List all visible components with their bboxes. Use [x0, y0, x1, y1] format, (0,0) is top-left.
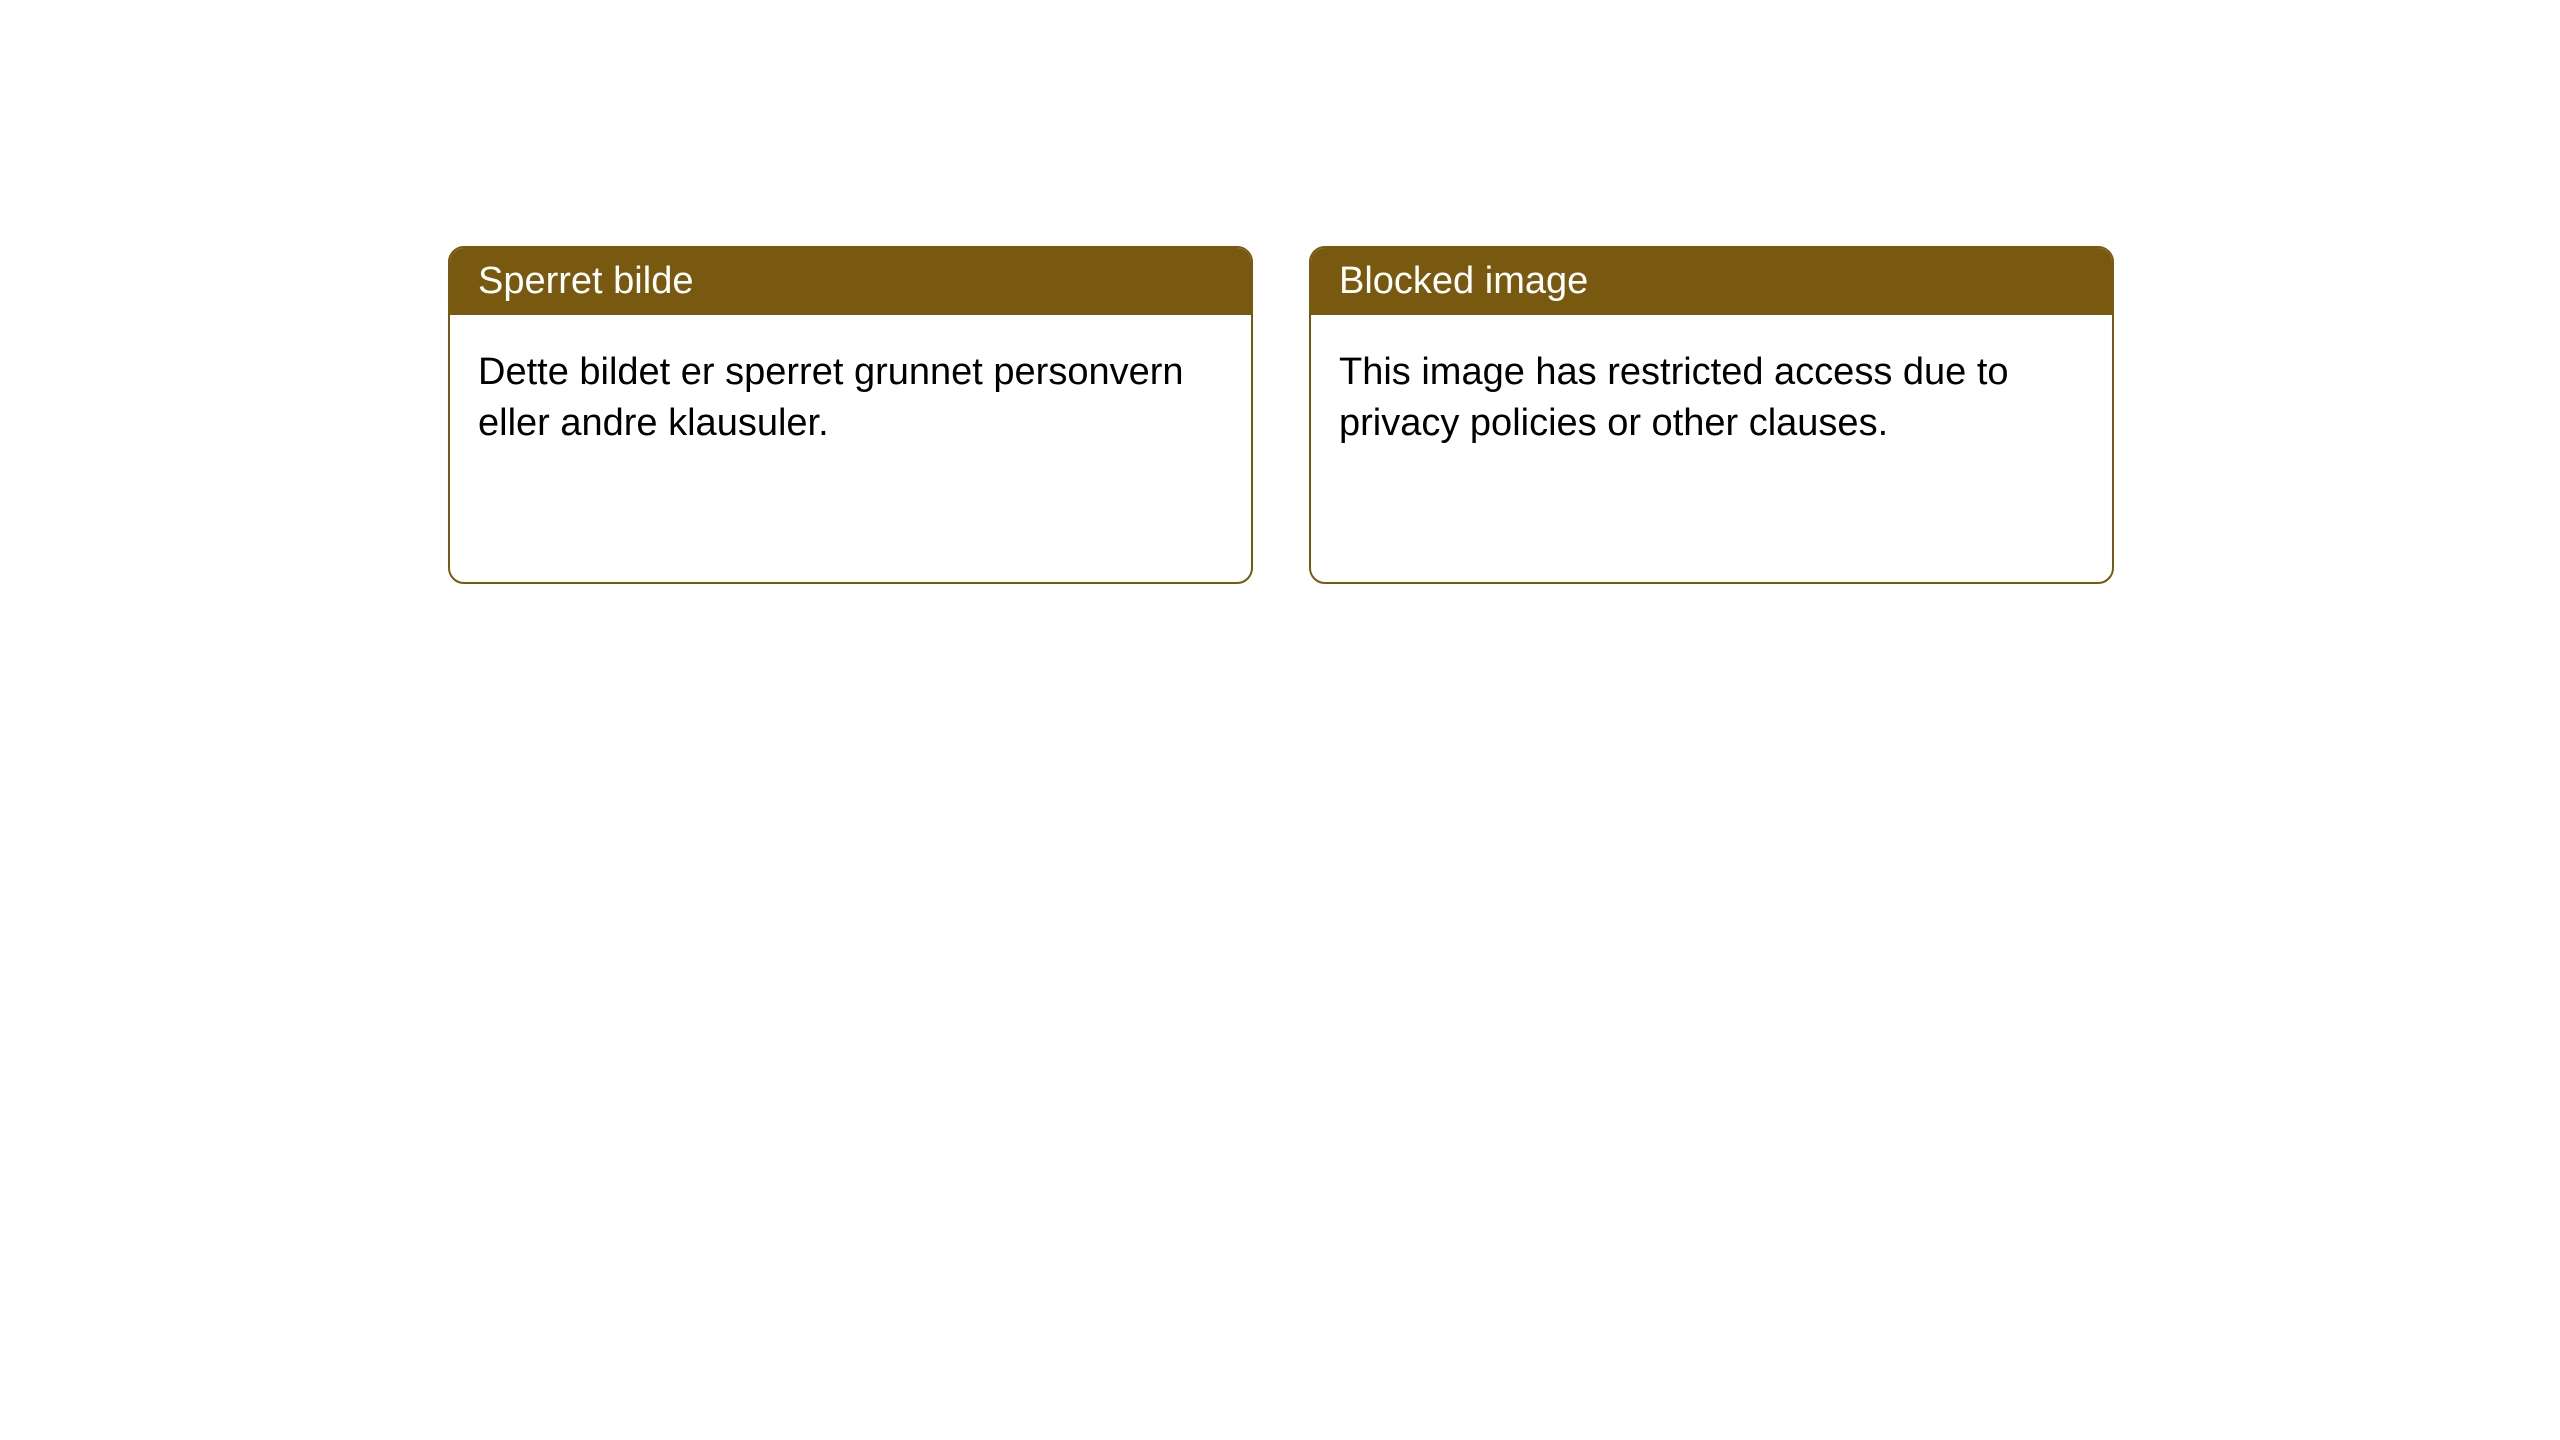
notice-body: This image has restricted access due to … [1311, 315, 2112, 482]
notice-title: Blocked image [1339, 260, 1588, 302]
notice-card-norwegian: Sperret bilde Dette bildet er sperret gr… [448, 246, 1253, 584]
notice-body-text: Dette bildet er sperret grunnet personve… [478, 351, 1184, 444]
notice-header: Sperret bilde [450, 248, 1251, 315]
notice-card-english: Blocked image This image has restricted … [1309, 246, 2114, 584]
notice-container: Sperret bilde Dette bildet er sperret gr… [0, 0, 2560, 584]
notice-body-text: This image has restricted access due to … [1339, 351, 2009, 444]
notice-header: Blocked image [1311, 248, 2112, 315]
notice-body: Dette bildet er sperret grunnet personve… [450, 315, 1251, 482]
notice-title: Sperret bilde [478, 260, 693, 302]
